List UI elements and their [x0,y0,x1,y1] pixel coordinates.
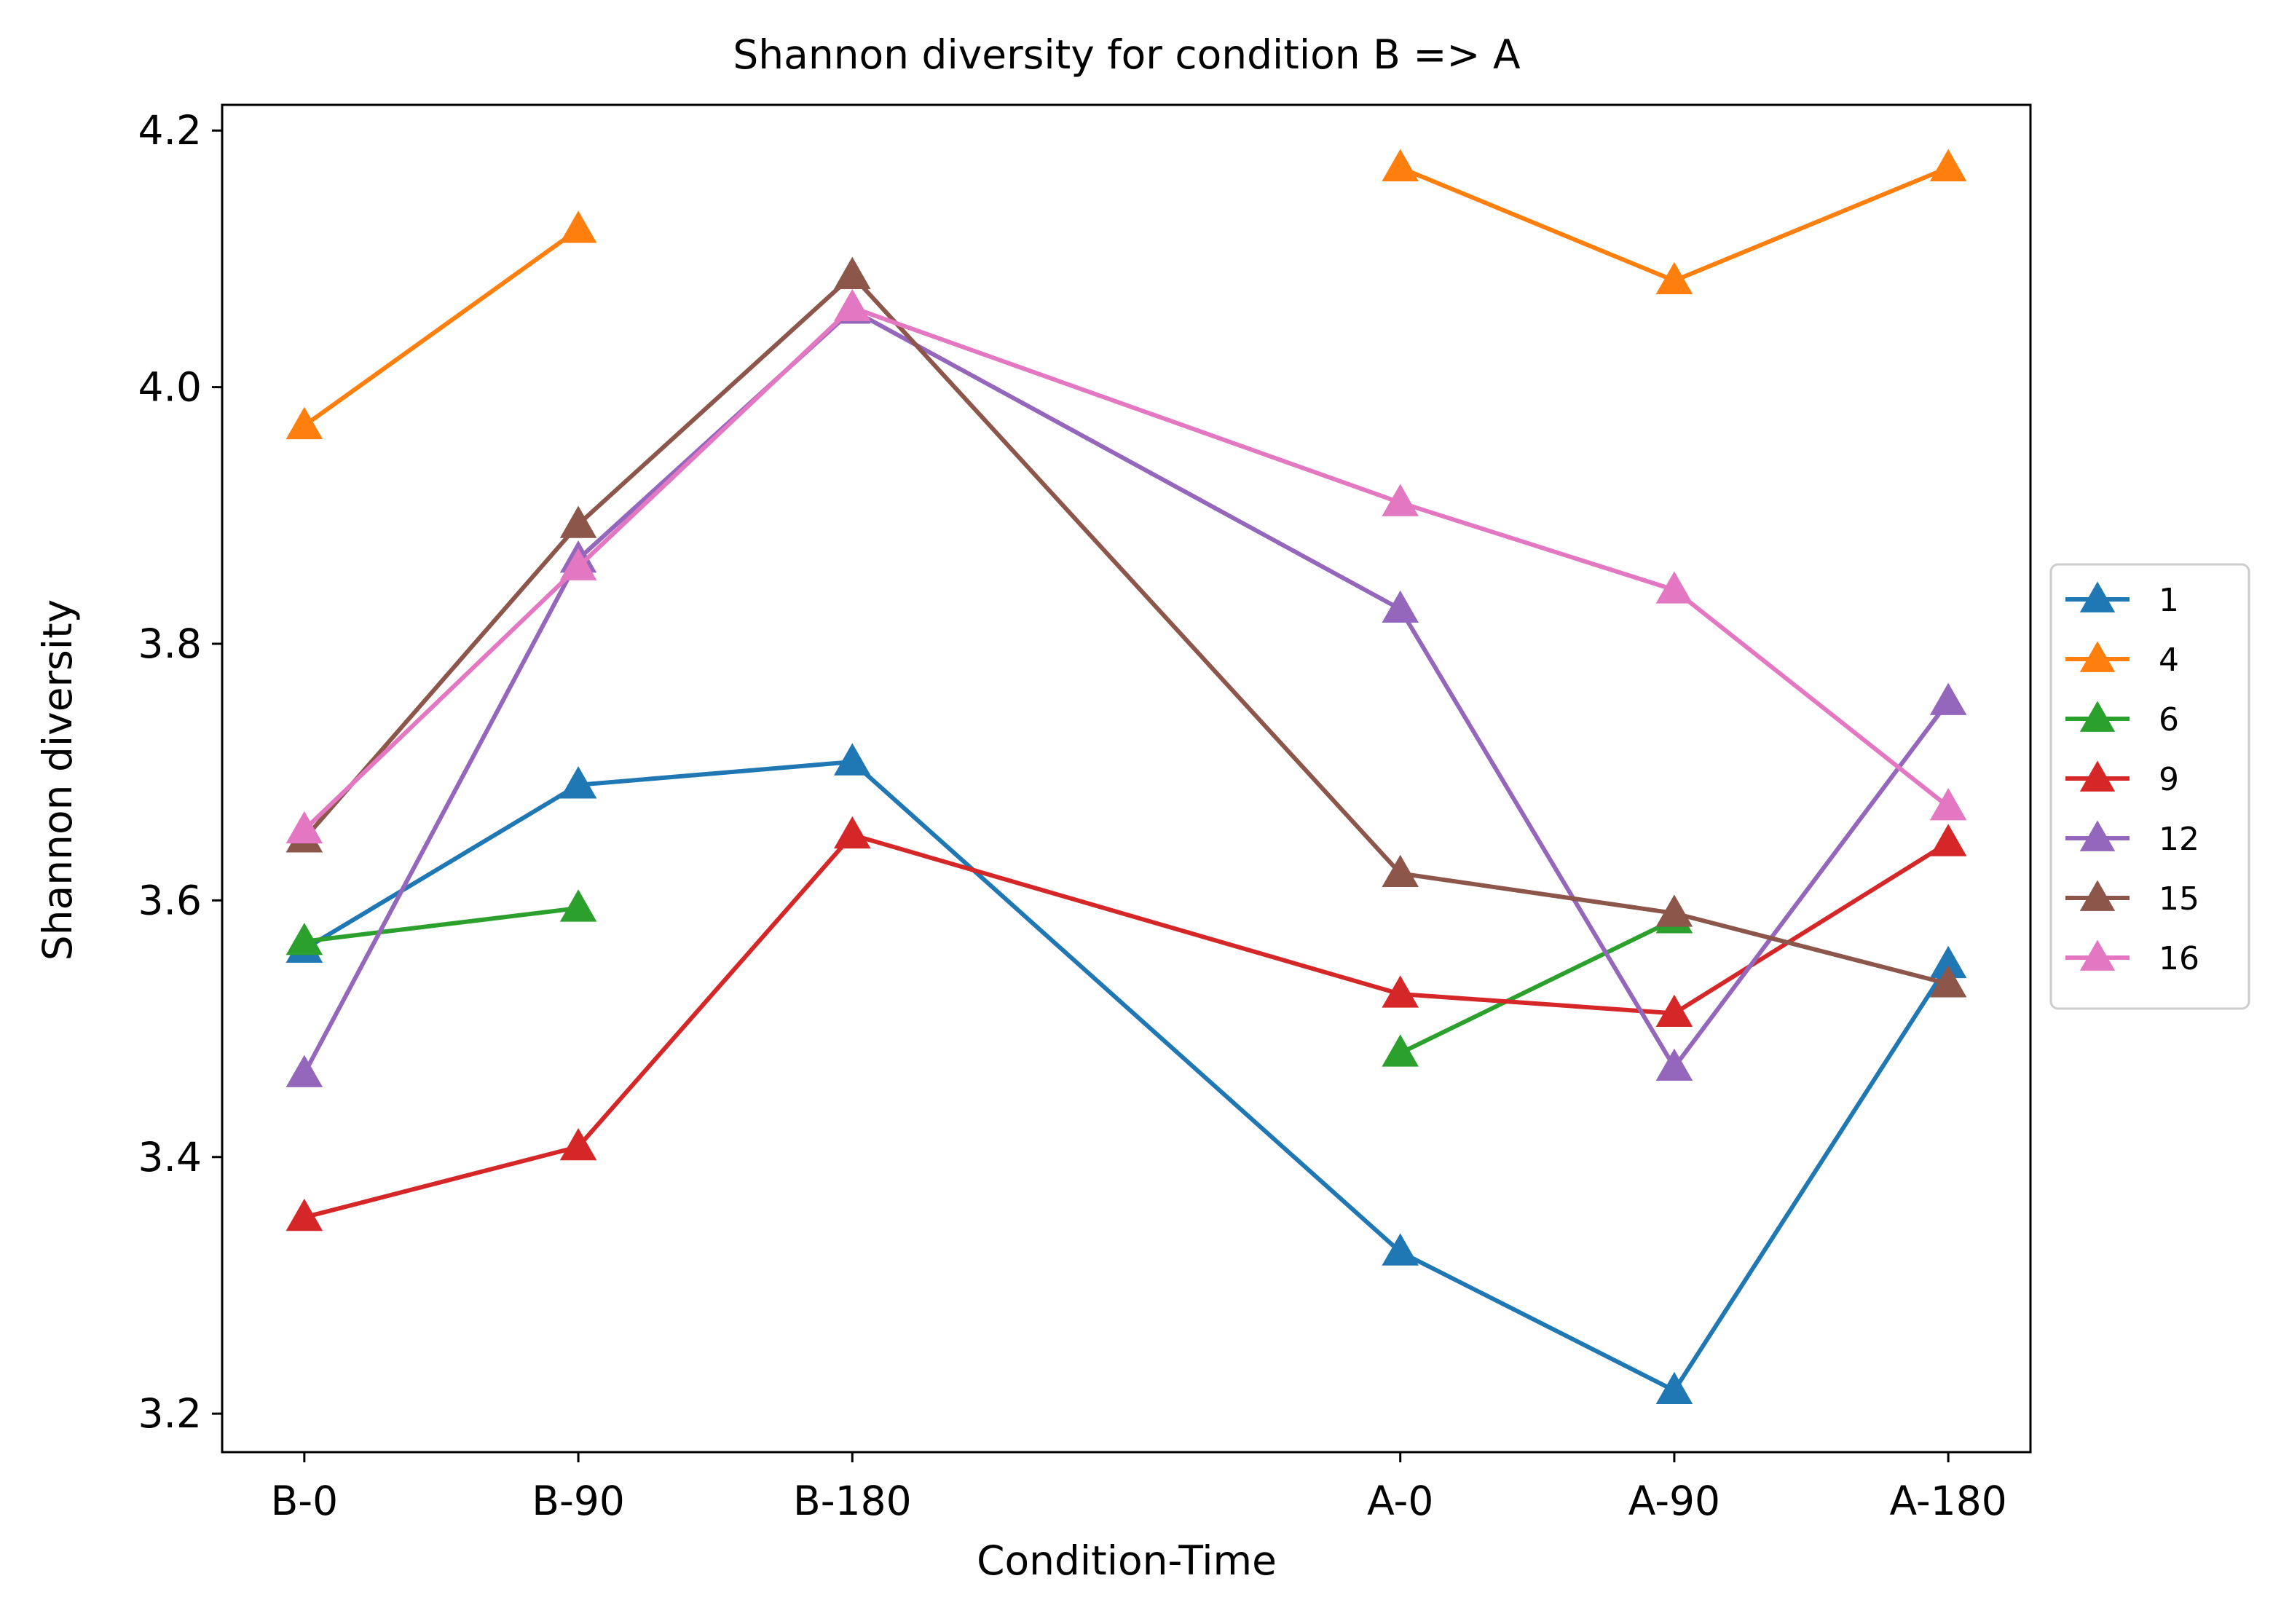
data-point [559,505,597,538]
y-axis-label: Shannon diversity [34,599,81,961]
legend-marker [2079,820,2116,851]
y-tick-label: 3.2 [138,1390,202,1437]
x-tick-label: B-90 [532,1478,625,1524]
chart-title: Shannon diversity for condition B => A [733,31,1521,78]
data-point [285,406,323,440]
legend-label: 16 [2159,940,2199,977]
legend-label: 15 [2159,880,2199,918]
data-point [559,210,597,243]
data-point [833,816,871,849]
x-tick-label: B-0 [271,1478,339,1524]
legend-label: 12 [2159,821,2199,858]
data-point [1382,1034,1419,1067]
x-tick-label: A-90 [1628,1478,1720,1524]
legend-label: 1 [2159,582,2179,619]
series-line [302,305,1950,832]
legend-marker [2079,880,2116,911]
data-point [1929,682,1967,715]
data-point [833,256,871,289]
data-point [285,811,323,844]
data-point [1382,590,1419,623]
legend-entry: 6 [2065,701,2179,738]
data-point [559,889,597,922]
y-tick-label: 4.2 [138,107,202,154]
x-tick-label: A-0 [1367,1478,1433,1524]
series-4 [285,149,1967,440]
data-point [1382,149,1419,181]
data-point [1655,1048,1693,1081]
data-point [1929,788,1967,821]
y-tick-label: 3.8 [138,620,202,667]
y-tick-label: 3.6 [138,877,202,923]
data-point [1929,824,1967,856]
data-point [833,743,871,776]
legend-marker [2079,760,2116,792]
legend-marker [2079,939,2116,971]
data-point [1655,894,1693,927]
data-point [1655,571,1693,604]
x-tick-label: A-180 [1890,1478,2007,1524]
data-point [1929,965,1967,998]
data-point [1382,484,1419,516]
data-point [559,766,597,799]
data-point [559,1127,597,1161]
series-line [302,307,1950,1075]
legend-marker [2079,641,2116,672]
data-point [285,1055,323,1087]
plot-area: B-0 B-90 B-180 A-0 A-90 A-180 3.2 3.4 3.6 3.8 4.0 4… [138,103,2032,1524]
legend-label: 9 [2159,761,2179,798]
y-tick-label: 3.4 [138,1134,202,1180]
series-line [304,905,579,944]
series-line [303,227,580,427]
x-tick-label: B-180 [793,1478,912,1524]
legend-label: 6 [2159,701,2179,738]
series-line [303,760,1950,1393]
axes-frame [221,103,2032,1454]
legend-entry: 1 [2065,581,2179,619]
legend-entry: 15 [2065,880,2199,918]
series-12 [285,291,1967,1087]
data-point [1929,945,1967,979]
data-point [1655,1371,1693,1405]
data-point [1929,149,1967,181]
data-point [1382,854,1419,888]
series-line [302,273,1949,986]
series-16 [285,288,1967,844]
x-axis-label: Condition-Time [977,1537,1277,1584]
legend-marker [2079,701,2116,732]
series-9 [285,816,1967,1231]
legend-entry: 16 [2065,939,2199,977]
data-point [559,548,597,580]
legend-entry: 12 [2065,820,2199,858]
legend-entry: 4 [2065,641,2179,679]
legend-frame [2049,563,2250,1010]
legend: 1 4 6 9 12 15 16 [2049,563,2250,1010]
series-15 [285,256,1967,998]
y-tick-label: 4.0 [138,364,202,411]
series-line [304,832,1950,1220]
data-point [285,923,323,955]
legend-label: 4 [2159,642,2179,679]
data-point [1655,994,1693,1028]
data-point [1655,261,1693,295]
legend-entry: 9 [2065,760,2179,798]
data-point [833,288,871,322]
data-point [1382,975,1419,1008]
data-point [1382,1233,1419,1266]
legend-marker [2079,581,2116,612]
series-line [1399,918,1676,1055]
data-point [285,1198,323,1231]
